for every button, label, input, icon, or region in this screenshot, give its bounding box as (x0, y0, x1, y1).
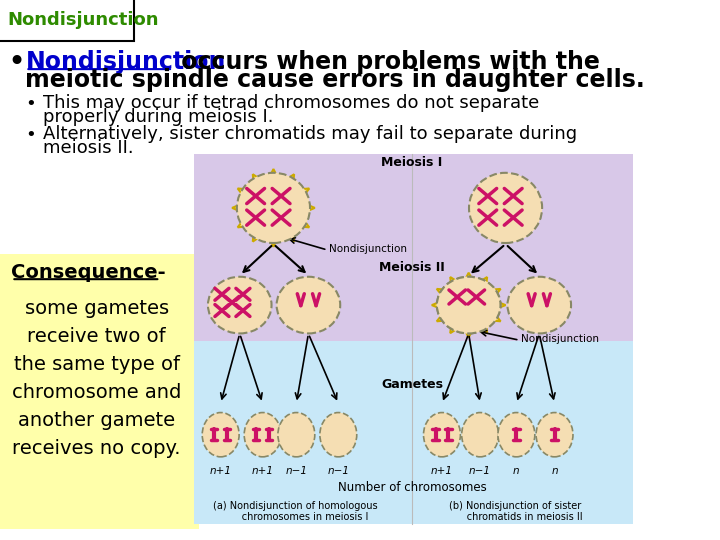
Polygon shape (432, 273, 505, 338)
Text: n+1: n+1 (210, 467, 232, 476)
Text: Meiosis II: Meiosis II (379, 261, 445, 274)
Text: n: n (513, 467, 520, 476)
FancyBboxPatch shape (0, 254, 199, 529)
Text: occurs when problems with the: occurs when problems with the (173, 50, 600, 74)
Polygon shape (232, 169, 315, 247)
Ellipse shape (276, 276, 341, 333)
Ellipse shape (423, 413, 460, 457)
Text: This may occur if tetrad chromosomes do not separate: This may occur if tetrad chromosomes do … (43, 93, 539, 112)
Ellipse shape (469, 173, 542, 243)
Text: Nondisjunction: Nondisjunction (521, 334, 599, 344)
Text: •: • (8, 48, 26, 77)
FancyBboxPatch shape (194, 341, 633, 524)
Text: Number of chromosomes: Number of chromosomes (338, 481, 487, 494)
Text: Consequence-: Consequence- (12, 263, 166, 282)
Ellipse shape (498, 413, 535, 457)
Ellipse shape (437, 276, 500, 333)
Ellipse shape (237, 173, 310, 243)
Text: n+1: n+1 (251, 467, 274, 476)
Text: •: • (25, 94, 36, 113)
Text: (b) Nondisjunction of sister
      chromatids in meiosis II: (b) Nondisjunction of sister chromatids … (448, 501, 582, 522)
Text: Nondisjunction: Nondisjunction (8, 11, 159, 29)
Ellipse shape (278, 413, 315, 457)
Text: n+1: n+1 (431, 467, 453, 476)
Text: n−1: n−1 (469, 467, 491, 476)
FancyBboxPatch shape (194, 154, 633, 343)
Ellipse shape (462, 413, 498, 457)
Text: Meiosis I: Meiosis I (382, 156, 443, 168)
FancyBboxPatch shape (0, 0, 133, 40)
Text: Nondisjunction: Nondisjunction (330, 244, 408, 254)
Text: meiosis II.: meiosis II. (43, 139, 134, 157)
Text: some gametes
receive two of
the same type of
chromosome and
another gamete
recei: some gametes receive two of the same typ… (12, 299, 181, 457)
Text: n: n (552, 467, 558, 476)
Text: n−1: n−1 (285, 467, 307, 476)
Ellipse shape (244, 413, 281, 457)
Text: •: • (25, 126, 36, 144)
Ellipse shape (536, 413, 573, 457)
Text: Alternatively, sister chromatids may fail to separate during: Alternatively, sister chromatids may fai… (43, 125, 577, 143)
Text: Nondisjunction: Nondisjunction (25, 50, 226, 74)
Text: (a) Nondisjunction of homologous
      chromosomes in meiosis I: (a) Nondisjunction of homologous chromos… (213, 501, 378, 522)
Text: n−1: n−1 (328, 467, 349, 476)
Text: Gametes: Gametes (381, 378, 443, 391)
Ellipse shape (320, 413, 356, 457)
Ellipse shape (437, 276, 500, 333)
Ellipse shape (202, 413, 239, 457)
Ellipse shape (508, 276, 571, 333)
Text: properly during meiosis I.: properly during meiosis I. (43, 107, 274, 126)
Ellipse shape (208, 276, 271, 333)
Text: meiotic spindle cause errors in daughter cells.: meiotic spindle cause errors in daughter… (25, 68, 645, 92)
